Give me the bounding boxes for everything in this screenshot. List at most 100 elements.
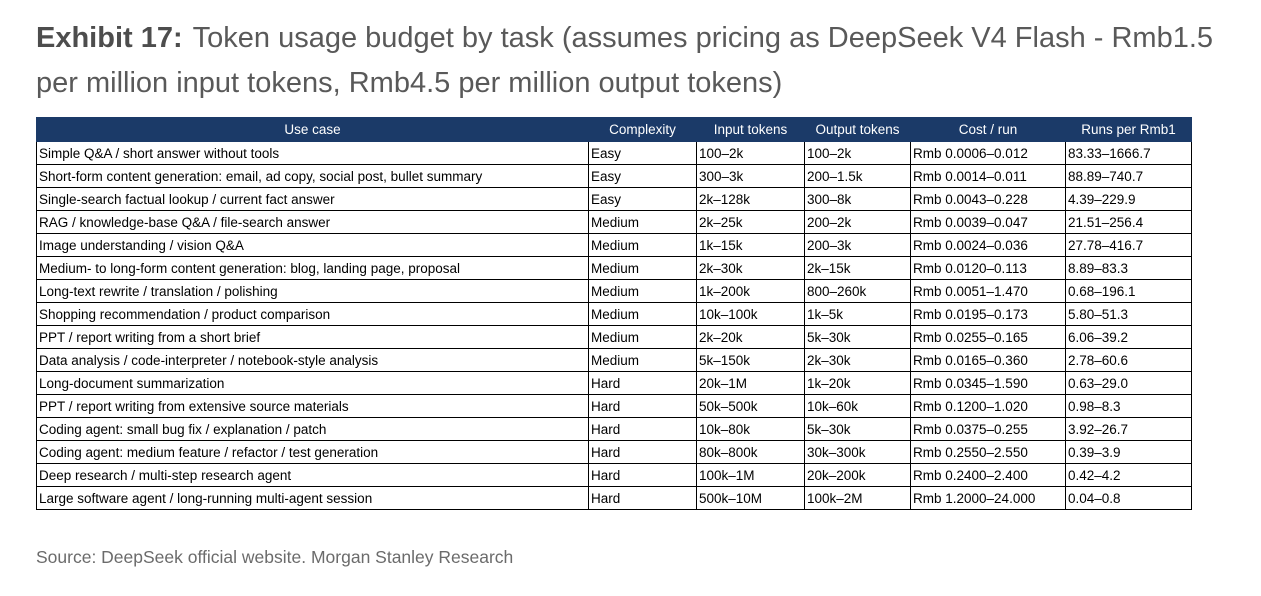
table-header-row: Use case Complexity Input tokens Output …: [36, 117, 1192, 142]
runs-per-rmb-cell: 0.63–29.0: [1065, 371, 1192, 395]
cost-per-run-cell: Rmb 0.0043–0.228: [910, 187, 1066, 211]
output-tokens-cell: 1k–20k: [804, 371, 911, 395]
table-row: Single-search factual lookup / current f…: [36, 187, 1192, 211]
output-tokens-cell: 10k–60k: [804, 394, 911, 418]
source-note: Source: DeepSeek official website. Morga…: [36, 547, 514, 567]
complexity-cell: Hard: [588, 417, 697, 441]
output-tokens-cell: 2k–15k: [804, 256, 911, 280]
table-row: Long-text rewrite / translation / polish…: [36, 279, 1192, 303]
table-row: RAG / knowledge-base Q&A / file-search a…: [36, 210, 1192, 234]
cost-per-run-cell: Rmb 0.0039–0.047: [910, 210, 1066, 234]
table-row: Medium- to long-form content generation:…: [36, 256, 1192, 280]
runs-per-rmb-cell: 4.39–229.9: [1065, 187, 1192, 211]
runs-per-rmb-cell: 88.89–740.7: [1065, 164, 1192, 188]
use-case-cell: PPT / report writing from extensive sour…: [36, 394, 589, 418]
complexity-cell: Easy: [588, 187, 697, 211]
cost-per-run-cell: Rmb 1.2000–24.000: [910, 486, 1066, 510]
cost-per-run-cell: Rmb 0.0051–1.470: [910, 279, 1066, 303]
use-case-cell: PPT / report writing from a short brief: [36, 325, 589, 349]
input-tokens-cell: 100–2k: [696, 141, 805, 165]
use-case-cell: Deep research / multi-step research agen…: [36, 463, 589, 487]
output-tokens-cell: 1k–5k: [804, 302, 911, 326]
use-case-cell: Coding agent: medium feature / refactor …: [36, 440, 589, 464]
input-tokens-cell: 300–3k: [696, 164, 805, 188]
input-tokens-cell: 500k–10M: [696, 486, 805, 510]
table-row: Shopping recommendation / product compar…: [36, 302, 1192, 326]
complexity-cell: Medium: [588, 279, 697, 303]
output-tokens-cell: 200–3k: [804, 233, 911, 257]
table-row: Data analysis / code-interpreter / noteb…: [36, 348, 1192, 372]
output-tokens-cell: 5k–30k: [804, 325, 911, 349]
use-case-cell: RAG / knowledge-base Q&A / file-search a…: [36, 210, 589, 234]
use-case-cell: Coding agent: small bug fix / explanatio…: [36, 417, 589, 441]
output-tokens-cell: 200–2k: [804, 210, 911, 234]
output-tokens-cell: 100k–2M: [804, 486, 911, 510]
exhibit-title-text: Token usage budget by task (assumes pric…: [36, 22, 1214, 99]
output-tokens-cell: 5k–30k: [804, 417, 911, 441]
input-tokens-cell: 10k–100k: [696, 302, 805, 326]
column-header: Cost / run: [910, 117, 1066, 142]
column-header: Complexity: [588, 117, 697, 142]
exhibit-title: Exhibit 17: Token usage budget by task (a…: [36, 16, 1236, 106]
complexity-cell: Hard: [588, 486, 697, 510]
cost-per-run-cell: Rmb 0.0195–0.173: [910, 302, 1066, 326]
runs-per-rmb-cell: 0.68–196.1: [1065, 279, 1192, 303]
complexity-cell: Hard: [588, 371, 697, 395]
input-tokens-cell: 100k–1M: [696, 463, 805, 487]
complexity-cell: Medium: [588, 233, 697, 257]
table-body: Simple Q&A / short answer without tools E…: [36, 141, 1192, 510]
use-case-cell: Data analysis / code-interpreter / noteb…: [36, 348, 589, 372]
runs-per-rmb-cell: 0.98–8.3: [1065, 394, 1192, 418]
cost-per-run-cell: Rmb 0.1200–1.020: [910, 394, 1066, 418]
input-tokens-cell: 80k–800k: [696, 440, 805, 464]
runs-per-rmb-cell: 3.92–26.7: [1065, 417, 1192, 441]
use-case-cell: Large software agent / long-running mult…: [36, 486, 589, 510]
input-tokens-cell: 2k–20k: [696, 325, 805, 349]
complexity-cell: Hard: [588, 394, 697, 418]
cost-per-run-cell: Rmb 0.0345–1.590: [910, 371, 1066, 395]
table-row: Coding agent: medium feature / refactor …: [36, 440, 1192, 464]
input-tokens-cell: 2k–30k: [696, 256, 805, 280]
use-case-cell: Short-form content generation: email, ad…: [36, 164, 589, 188]
runs-per-rmb-cell: 0.04–0.8: [1065, 486, 1192, 510]
complexity-cell: Medium: [588, 325, 697, 349]
output-tokens-cell: 2k–30k: [804, 348, 911, 372]
input-tokens-cell: 1k–15k: [696, 233, 805, 257]
table-row: Coding agent: small bug fix / explanatio…: [36, 417, 1192, 441]
table-row: Short-form content generation: email, ad…: [36, 164, 1192, 188]
cost-per-run-cell: Rmb 0.2550–2.550: [910, 440, 1066, 464]
complexity-cell: Medium: [588, 302, 697, 326]
input-tokens-cell: 10k–80k: [696, 417, 805, 441]
input-tokens-cell: 2k–128k: [696, 187, 805, 211]
output-tokens-cell: 300–8k: [804, 187, 911, 211]
use-case-cell: Long-text rewrite / translation / polish…: [36, 279, 589, 303]
column-header: Input tokens: [696, 117, 805, 142]
runs-per-rmb-cell: 0.42–4.2: [1065, 463, 1192, 487]
runs-per-rmb-cell: 83.33–1666.7: [1065, 141, 1192, 165]
table-row: PPT / report writing from extensive sour…: [36, 394, 1192, 418]
complexity-cell: Hard: [588, 440, 697, 464]
column-header: Runs per Rmb1: [1065, 117, 1192, 142]
cost-per-run-cell: Rmb 0.2400–2.400: [910, 463, 1066, 487]
input-tokens-cell: 20k–1M: [696, 371, 805, 395]
table-row: Long-document summarization Hard 20k–1M 1k–…: [36, 371, 1192, 395]
column-header: Output tokens: [804, 117, 911, 142]
use-case-cell: Long-document summarization: [36, 371, 589, 395]
output-tokens-cell: 800–260k: [804, 279, 911, 303]
table-row: Simple Q&A / short answer without tools E…: [36, 141, 1192, 165]
cost-per-run-cell: Rmb 0.0014–0.011: [910, 164, 1066, 188]
use-case-cell: Simple Q&A / short answer without tools: [36, 141, 589, 165]
cost-per-run-cell: Rmb 0.0006–0.012: [910, 141, 1066, 165]
column-header: Use case: [36, 117, 589, 142]
token-usage-table: Use case Complexity Input tokens Output …: [36, 117, 1192, 510]
complexity-cell: Hard: [588, 463, 697, 487]
use-case-cell: Shopping recommendation / product compar…: [36, 302, 589, 326]
complexity-cell: Medium: [588, 210, 697, 234]
input-tokens-cell: 50k–500k: [696, 394, 805, 418]
use-case-cell: Medium- to long-form content generation:…: [36, 256, 589, 280]
output-tokens-cell: 20k–200k: [804, 463, 911, 487]
cost-per-run-cell: Rmb 0.0255–0.165: [910, 325, 1066, 349]
cost-per-run-cell: Rmb 0.0375–0.255: [910, 417, 1066, 441]
runs-per-rmb-cell: 0.39–3.9: [1065, 440, 1192, 464]
output-tokens-cell: 200–1.5k: [804, 164, 911, 188]
